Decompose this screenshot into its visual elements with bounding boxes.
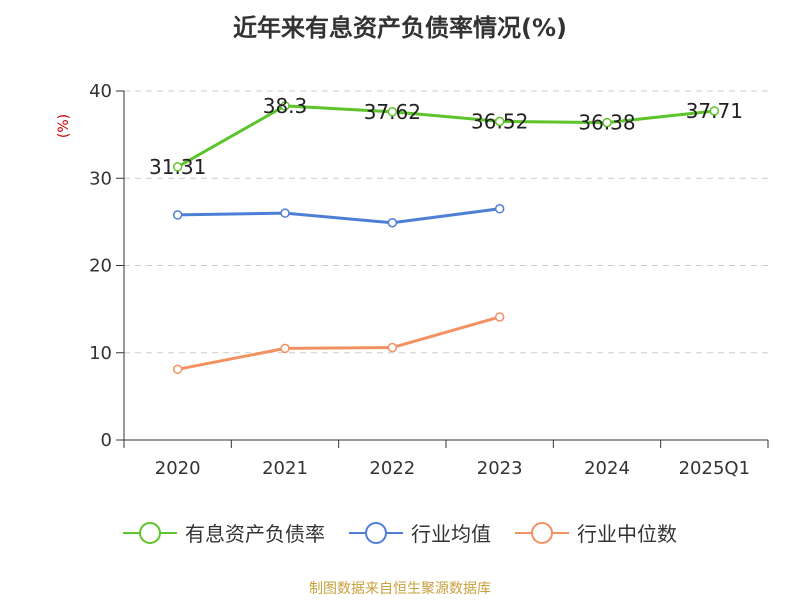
y-tick-label: 0: [101, 430, 112, 451]
series-line-2: [177, 315, 501, 371]
series-line-0: [176, 104, 715, 169]
data-label: 37.71: [686, 99, 743, 123]
y-tick-label: 30: [89, 168, 112, 189]
y-tick-label: 40: [89, 81, 112, 102]
legend-swatch-marker: [139, 521, 161, 544]
data-point: [387, 107, 398, 117]
x-tick-label: 2022: [369, 458, 415, 479]
data-point: [602, 117, 612, 128]
x-tick-label: 2023: [477, 458, 523, 479]
y-tick-label: 20: [89, 256, 112, 277]
legend: 有息资产负债率 行业均值 行业中位数: [0, 518, 800, 547]
legend-label: 行业均值: [411, 522, 491, 546]
data-label: 36.38: [578, 111, 635, 135]
source-note: 制图数据来自恒生聚源数据库: [309, 581, 491, 597]
legend-swatch: [515, 521, 569, 544]
data-point: [494, 312, 505, 322]
axis-layer: 0 10 20 30 40 2020 2021 2022 2023 2024 2025Q1: [89, 81, 769, 479]
legend-item[interactable]: 有息资产负债率: [123, 518, 325, 547]
data-point: [387, 342, 398, 353]
data-point: [494, 116, 505, 127]
data-point: [494, 204, 505, 214]
data-point: [709, 106, 720, 116]
line-chart: 0 10 20 30 40 2020 2021 2022 2023 2024 2025Q1 31.3…: [56, 81, 769, 479]
legend-swatch-marker: [365, 521, 387, 544]
y-tick-label: 10: [89, 343, 112, 364]
data-label: 36.52: [471, 109, 528, 133]
x-tick-label: 2020: [155, 458, 201, 479]
data-point: [172, 364, 183, 375]
data-point: [280, 101, 290, 111]
data-label: 38.3: [263, 94, 308, 118]
data-point: [172, 210, 183, 220]
x-tick-label: 2021: [262, 458, 308, 479]
series-line-1: [177, 207, 500, 225]
legend-item[interactable]: 行业中位数: [515, 518, 677, 547]
data-label-layer: 31.31 38.3 37.62 36.52 36.38 37.71: [149, 94, 743, 179]
legend-swatch: [123, 521, 177, 544]
legend-label: 有息资产负债率: [185, 522, 325, 546]
legend-swatch-marker: [531, 521, 553, 544]
data-point: [280, 343, 290, 354]
legend-swatch: [349, 521, 403, 544]
data-point: [387, 217, 398, 228]
x-tick-label: 2025Q1: [679, 458, 750, 479]
data-label: 31.31: [149, 155, 206, 179]
x-tick-label: 2024: [584, 458, 630, 479]
legend-item[interactable]: 行业均值: [349, 518, 491, 547]
data-point: [280, 208, 290, 218]
grid-layer: [124, 90, 768, 354]
data-label: 37.62: [364, 100, 421, 124]
y-axis-unit-label: (%): [56, 114, 72, 138]
legend-label: 行业中位数: [577, 522, 677, 546]
data-point: [172, 162, 183, 172]
series-layer: [172, 101, 720, 375]
chart-title: 近年来有息资产负债率情况(%): [233, 14, 567, 42]
